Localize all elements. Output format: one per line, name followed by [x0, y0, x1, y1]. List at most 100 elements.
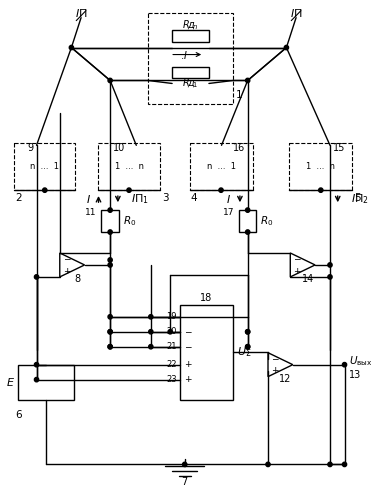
Circle shape: [182, 462, 187, 466]
Circle shape: [149, 344, 153, 349]
Circle shape: [245, 330, 250, 334]
Bar: [98, 144, 161, 190]
Text: 14: 14: [302, 274, 314, 284]
Text: −: −: [184, 312, 191, 322]
Circle shape: [108, 344, 112, 349]
Circle shape: [108, 78, 112, 82]
Bar: [289, 144, 352, 190]
Text: −: −: [184, 342, 191, 351]
Text: −: −: [293, 254, 301, 264]
Bar: [101, 210, 119, 232]
Text: $R_0$: $R_0$: [260, 214, 274, 228]
Circle shape: [319, 188, 323, 192]
Text: +: +: [184, 375, 191, 384]
Text: 8: 8: [74, 274, 80, 284]
Circle shape: [219, 188, 223, 192]
Circle shape: [245, 344, 250, 349]
Text: 7: 7: [182, 478, 188, 488]
Bar: [180, 305, 233, 400]
Text: 13: 13: [349, 370, 362, 380]
Circle shape: [43, 188, 47, 192]
Circle shape: [69, 46, 74, 50]
Bar: [14, 144, 75, 190]
Circle shape: [245, 344, 250, 349]
Text: −: −: [184, 328, 191, 336]
Text: 16: 16: [233, 144, 245, 154]
Bar: [18, 364, 74, 400]
Text: $I$: $I$: [86, 193, 91, 205]
Text: $R\!д_{\!n}$: $R\!д_{\!n}$: [182, 19, 199, 32]
Text: 17: 17: [222, 208, 234, 217]
Text: 3: 3: [162, 193, 169, 203]
Text: $R\!д_{\!1}$: $R\!д_{\!1}$: [182, 76, 199, 90]
Text: +: +: [63, 266, 70, 276]
Text: n  ...  1: n ... 1: [30, 162, 59, 171]
Circle shape: [245, 330, 250, 334]
Text: :$I$: :$I$: [180, 48, 188, 60]
Circle shape: [328, 274, 332, 279]
Circle shape: [284, 46, 288, 50]
Circle shape: [108, 330, 112, 334]
Circle shape: [108, 208, 112, 212]
Circle shape: [108, 330, 112, 334]
Text: −: −: [63, 254, 70, 264]
Circle shape: [245, 208, 250, 212]
Circle shape: [149, 314, 153, 319]
Text: 10: 10: [113, 144, 125, 154]
Bar: [148, 12, 233, 104]
Text: $I$: $I$: [226, 193, 231, 205]
Text: 23: 23: [166, 375, 177, 384]
Circle shape: [328, 462, 332, 466]
Bar: [172, 66, 209, 78]
Circle shape: [34, 274, 39, 279]
Text: $I\Pi_1$: $I\Pi_1$: [132, 192, 149, 206]
Circle shape: [149, 330, 153, 334]
Text: 12: 12: [279, 374, 292, 384]
Text: $I\Pi$: $I\Pi$: [75, 6, 87, 18]
Circle shape: [108, 263, 112, 267]
Text: 2: 2: [15, 193, 22, 203]
Circle shape: [266, 462, 270, 466]
Circle shape: [245, 78, 250, 82]
Bar: [239, 210, 256, 232]
Text: −: −: [271, 354, 278, 363]
Text: 1  ...  n: 1 ... n: [115, 162, 144, 171]
Text: $R_0$: $R_0$: [123, 214, 136, 228]
Text: 9: 9: [28, 144, 34, 154]
Circle shape: [108, 344, 112, 349]
Circle shape: [168, 330, 172, 334]
Circle shape: [108, 230, 112, 234]
Text: 15: 15: [333, 144, 345, 154]
Circle shape: [342, 462, 346, 466]
Text: $U_{\rm{вых}}$: $U_{\rm{вых}}$: [349, 354, 373, 368]
Circle shape: [34, 378, 39, 382]
Text: 1  ...  n: 1 ... n: [306, 162, 335, 171]
Bar: [190, 144, 253, 190]
Circle shape: [127, 188, 131, 192]
Text: 20: 20: [167, 328, 177, 336]
Circle shape: [342, 362, 346, 367]
Text: 19: 19: [167, 312, 177, 322]
Text: $I\Pi_2$: $I\Pi_2$: [351, 192, 369, 206]
Text: +: +: [293, 266, 301, 276]
Text: $I\Pi$: $I\Pi$: [290, 6, 302, 18]
Circle shape: [108, 258, 112, 262]
Text: 6: 6: [15, 410, 22, 420]
Text: n  ...  1: n ... 1: [207, 162, 236, 171]
Text: 5: 5: [354, 193, 361, 203]
Text: +: +: [271, 366, 278, 375]
Text: 11: 11: [85, 208, 97, 217]
Text: $U_{\Sigma}$: $U_{\Sigma}$: [237, 346, 251, 359]
Text: 22: 22: [167, 360, 177, 369]
Circle shape: [34, 362, 39, 367]
Text: 1: 1: [236, 90, 243, 101]
Text: 21: 21: [167, 342, 177, 351]
Text: $E$: $E$: [6, 376, 15, 388]
Circle shape: [245, 230, 250, 234]
Circle shape: [328, 263, 332, 267]
Text: +: +: [184, 360, 191, 369]
Circle shape: [108, 314, 112, 319]
Text: 18: 18: [201, 293, 213, 303]
Bar: [172, 30, 209, 42]
Text: 4: 4: [190, 193, 197, 203]
